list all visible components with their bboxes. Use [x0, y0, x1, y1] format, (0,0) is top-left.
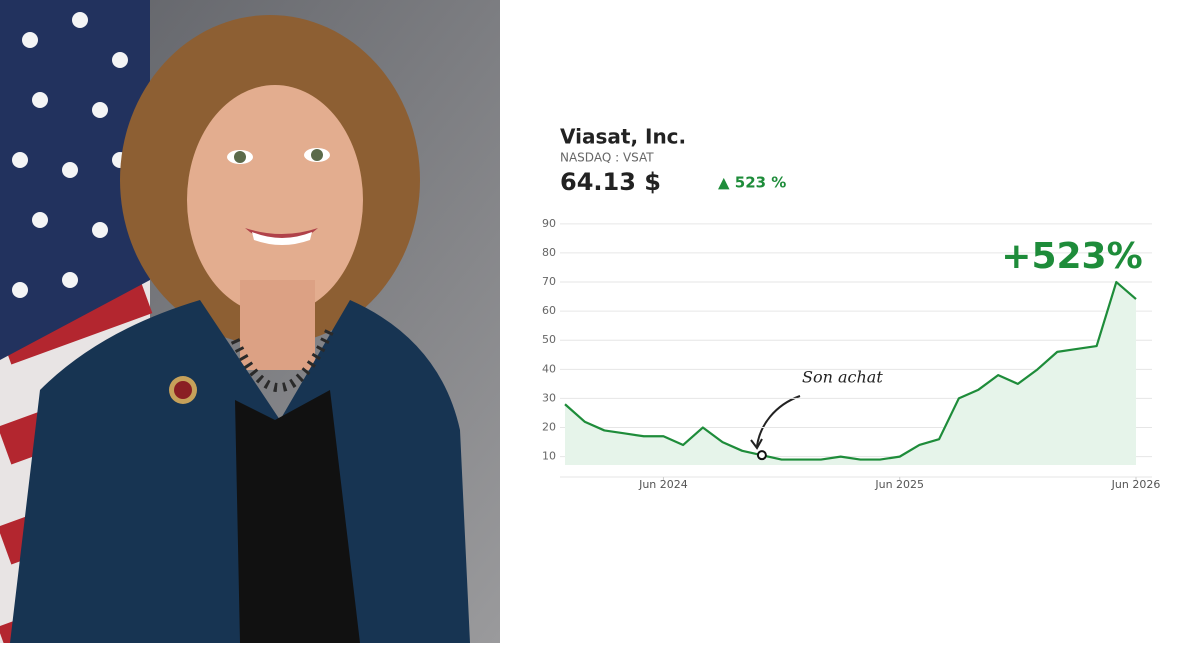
- area: [565, 282, 1136, 465]
- y-tick-label: 20: [542, 421, 556, 434]
- y-tick-label: 70: [542, 275, 556, 288]
- y-tick-label: 50: [542, 333, 556, 346]
- title: Viasat, Inc.: [560, 125, 686, 149]
- price: 64.13 $: [560, 168, 661, 196]
- big-label: +523%: [1001, 236, 1142, 277]
- y-tick-label: 10: [542, 450, 556, 463]
- y-tick-label: 30: [542, 391, 556, 404]
- x-tick-label: Jun 2026: [1111, 478, 1161, 491]
- x-tick-label: Jun 2024: [638, 478, 688, 491]
- annotation-text: Son achat: [802, 368, 883, 387]
- y-tick-label: 80: [542, 246, 556, 259]
- y-tick-label: 90: [542, 217, 556, 230]
- annotation-arrow: [756, 395, 801, 447]
- purchase-marker: [756, 450, 767, 461]
- y-tick-label: 40: [542, 362, 556, 375]
- change: ▲ 523 %: [718, 174, 786, 192]
- x-tick-label: Jun 2025: [874, 478, 924, 491]
- price-line: [564, 280, 1137, 461]
- portrait-photo: [0, 0, 500, 647]
- y-tick-label: 60: [542, 304, 556, 317]
- arrow-head: [750, 438, 763, 450]
- subtitle: NASDAQ : VSAT: [560, 151, 654, 165]
